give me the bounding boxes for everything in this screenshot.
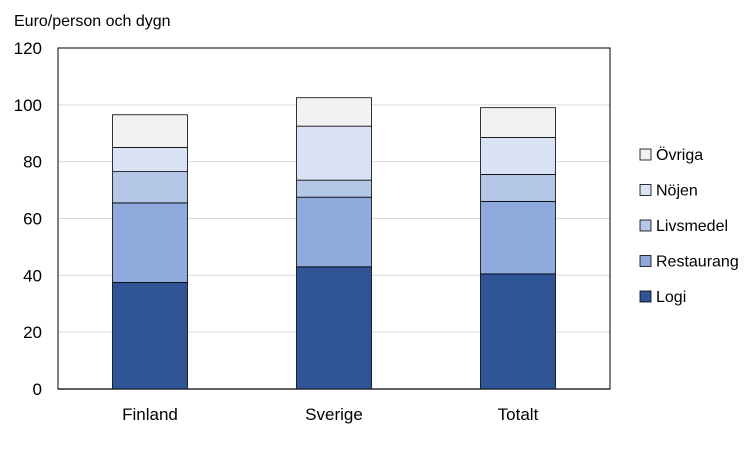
x-category-label: Finland [122, 405, 178, 424]
bar-segment-restaurang [296, 196, 372, 268]
bar-segment-övriga [112, 114, 188, 148]
bar-segment-livsmedel [480, 174, 556, 202]
bar-segment-nöjen [296, 125, 372, 181]
bar-segment-restaurang [480, 201, 556, 275]
legend: Övriga Nöjen Livsmedel Restaurang Logi [639, 146, 739, 306]
x-axis-labels: Finland Sverige Totalt [122, 405, 538, 424]
legend-swatch [639, 255, 652, 267]
y-axis-title: Euro/person och dygn [14, 13, 171, 30]
legend-swatch [639, 290, 652, 303]
legend-label: Restaurang [656, 254, 739, 271]
bar-segment-livsmedel [296, 179, 372, 198]
y-tick-label: 120 [14, 39, 42, 58]
bar-segment-övriga [296, 97, 372, 127]
y-tick-label: 80 [23, 153, 42, 172]
y-tick-label: 40 [23, 266, 42, 285]
bar-segment-övriga [480, 107, 556, 138]
y-axis-ticks: 0 20 40 60 80 100 120 [14, 39, 42, 399]
x-category-label: Totalt [498, 405, 539, 424]
legend-label: Övriga [656, 146, 703, 164]
bar-segment-restaurang [112, 202, 188, 283]
y-tick-label: 60 [23, 210, 42, 229]
bar-segment-nöjen [112, 147, 188, 173]
bar-segment-livsmedel [112, 171, 188, 204]
bar-segment-nöjen [480, 137, 556, 175]
legend-label: Logi [656, 289, 686, 306]
legend-swatch [639, 184, 652, 196]
y-tick-label: 0 [33, 380, 42, 399]
legend-swatch [639, 148, 652, 161]
legend-label: Livsmedel [656, 218, 728, 235]
bar-segment-logi [480, 273, 556, 390]
bar-segment-logi [112, 282, 188, 390]
legend-label: Nöjen [656, 183, 698, 200]
x-category-label: Sverige [305, 405, 363, 424]
legend-swatch [639, 219, 652, 232]
y-tick-label: 100 [14, 96, 42, 115]
bar-segment-logi [296, 266, 372, 390]
y-tick-label: 20 [23, 323, 42, 342]
bars [112, 97, 556, 390]
